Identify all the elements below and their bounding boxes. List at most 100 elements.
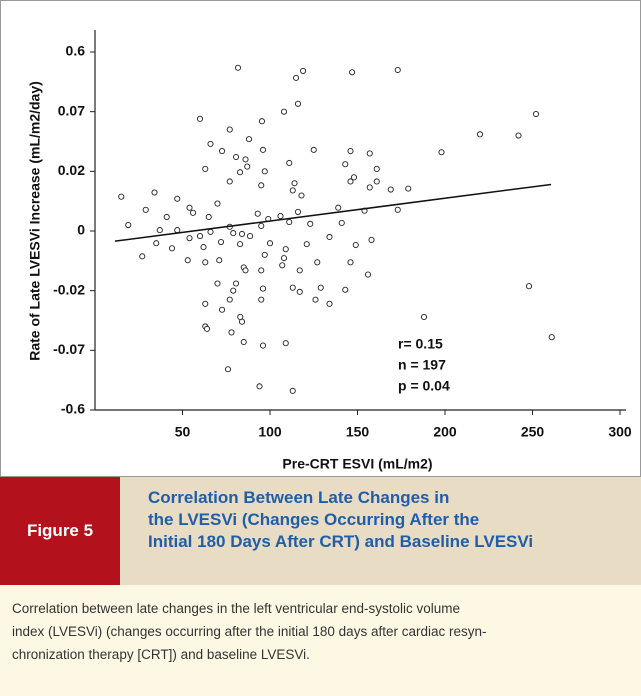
point bbox=[207, 140, 214, 147]
annotation: p = 0.04 bbox=[398, 378, 450, 394]
point bbox=[515, 132, 522, 139]
point bbox=[189, 209, 197, 216]
point bbox=[289, 187, 296, 194]
y-tick-label: 0.6 bbox=[66, 43, 86, 59]
y-axis-label: Rate of Late LVESVi Increase (mL/m2/day) bbox=[27, 81, 43, 361]
point bbox=[279, 262, 286, 269]
point bbox=[525, 283, 533, 290]
point bbox=[218, 306, 226, 313]
point bbox=[202, 259, 209, 266]
point bbox=[258, 182, 265, 189]
point bbox=[368, 236, 375, 243]
point bbox=[214, 280, 221, 287]
point bbox=[296, 288, 303, 295]
point bbox=[317, 284, 324, 291]
point bbox=[153, 240, 160, 247]
point bbox=[234, 64, 242, 71]
title-line: Initial 180 Days After CRT) and Baseline… bbox=[148, 532, 534, 551]
point bbox=[259, 285, 267, 292]
point bbox=[420, 313, 428, 320]
x-axis-label: Pre-CRT ESVI (mL/m2) bbox=[282, 456, 432, 472]
point bbox=[394, 206, 401, 213]
point bbox=[373, 165, 380, 172]
point bbox=[202, 300, 209, 307]
point bbox=[310, 146, 317, 153]
figure-caption: Correlation between late changes in the … bbox=[0, 585, 641, 696]
point bbox=[226, 178, 233, 185]
point bbox=[226, 126, 233, 133]
point bbox=[258, 296, 265, 303]
point bbox=[218, 147, 226, 155]
point bbox=[350, 174, 358, 181]
figure-title-band: Figure 5 Correlation Between Late Change… bbox=[0, 477, 641, 585]
point bbox=[118, 193, 125, 200]
figure-title: Correlation Between Late Changes in the L… bbox=[148, 487, 533, 553]
point bbox=[230, 287, 237, 294]
point bbox=[259, 342, 267, 349]
point bbox=[291, 180, 298, 187]
point bbox=[207, 228, 214, 235]
figure-label: Figure 5 bbox=[0, 477, 120, 585]
point bbox=[245, 136, 253, 143]
point bbox=[228, 329, 235, 336]
point bbox=[282, 246, 289, 253]
point bbox=[347, 178, 354, 185]
point bbox=[202, 165, 209, 172]
point bbox=[338, 219, 345, 226]
point bbox=[174, 195, 181, 202]
point bbox=[261, 168, 268, 175]
caption-line: index (LVESVi) (changes occurring after … bbox=[12, 624, 487, 639]
point bbox=[200, 244, 207, 251]
point bbox=[373, 178, 380, 185]
x-tick-label: 150 bbox=[346, 424, 370, 440]
point bbox=[394, 66, 401, 74]
point bbox=[237, 241, 244, 248]
point bbox=[342, 161, 349, 168]
point bbox=[342, 286, 349, 293]
point bbox=[216, 257, 223, 264]
point bbox=[196, 233, 204, 240]
point bbox=[226, 296, 233, 303]
point bbox=[237, 313, 244, 320]
point bbox=[286, 218, 293, 226]
title-line: the LVESVi (Changes Occurring After the bbox=[148, 510, 480, 529]
point bbox=[142, 206, 149, 213]
title-line: Correlation Between Late Changes in bbox=[148, 488, 450, 507]
point bbox=[186, 204, 193, 211]
point bbox=[314, 259, 321, 266]
x-tick-label: 100 bbox=[258, 424, 282, 440]
x-tick-label: 250 bbox=[521, 424, 545, 440]
point bbox=[259, 146, 267, 153]
point bbox=[254, 210, 261, 217]
point bbox=[277, 213, 284, 220]
point bbox=[232, 280, 240, 287]
point bbox=[258, 267, 265, 274]
y-tick-label: 0 bbox=[77, 222, 85, 238]
point bbox=[256, 383, 263, 390]
caption-line: Correlation between late changes in the … bbox=[12, 601, 460, 616]
point bbox=[438, 149, 445, 156]
point bbox=[293, 74, 300, 81]
point bbox=[349, 69, 356, 76]
y-tick-label: 0.07 bbox=[58, 102, 85, 118]
point bbox=[476, 131, 484, 138]
point bbox=[366, 184, 373, 191]
point bbox=[125, 221, 132, 229]
point bbox=[298, 192, 305, 199]
point bbox=[280, 255, 288, 262]
point bbox=[258, 118, 266, 125]
point bbox=[296, 267, 303, 274]
point bbox=[217, 238, 225, 246]
point bbox=[246, 233, 254, 240]
point bbox=[364, 271, 372, 278]
x-tick-label: 50 bbox=[175, 424, 191, 440]
point bbox=[289, 284, 296, 291]
point bbox=[242, 267, 249, 274]
point bbox=[303, 241, 310, 248]
y-tick-label: 0.02 bbox=[58, 162, 85, 178]
point bbox=[156, 227, 163, 234]
point bbox=[238, 230, 246, 238]
point bbox=[532, 111, 540, 118]
point bbox=[326, 233, 333, 241]
x-tick-label: 300 bbox=[608, 424, 632, 440]
